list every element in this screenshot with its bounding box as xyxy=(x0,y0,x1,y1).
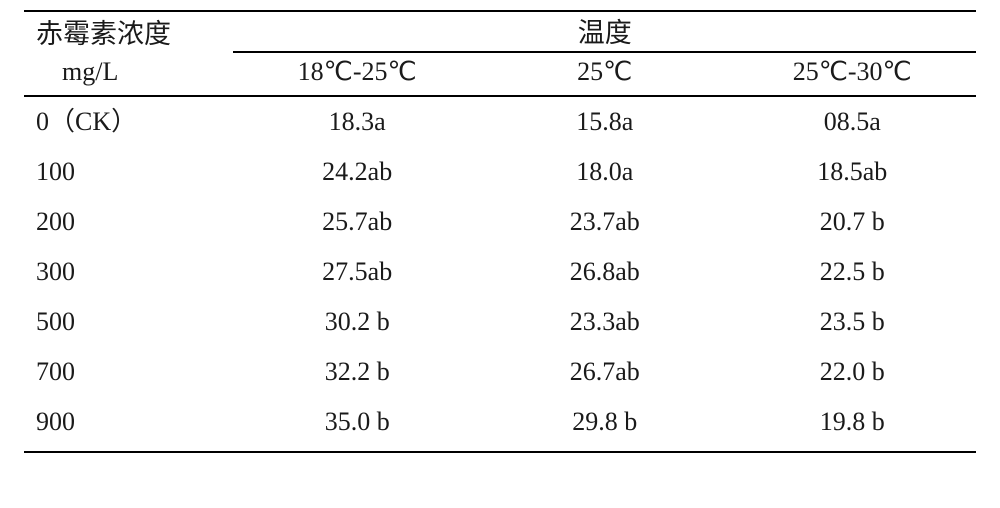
cell: 15.8a xyxy=(481,96,729,147)
column-group-header: 温度 xyxy=(233,11,976,52)
cell: 26.7ab xyxy=(481,347,729,397)
table-row: 100 24.2ab 18.0a 18.5ab xyxy=(24,147,976,197)
cell: 22.0 b xyxy=(728,347,976,397)
cell: 23.7ab xyxy=(481,197,729,247)
header-row-2: mg/L 18℃-25℃ 25℃ 25℃-30℃ xyxy=(24,52,976,96)
cell: 25.7ab xyxy=(233,197,481,247)
table-row: 900 35.0 b 29.8 b 19.8 b xyxy=(24,397,976,452)
table-row: 300 27.5ab 26.8ab 22.5 b xyxy=(24,247,976,297)
col-header-3: 25℃-30℃ xyxy=(728,52,976,96)
cell: 20.7 b xyxy=(728,197,976,247)
col-header-2: 25℃ xyxy=(481,52,729,96)
table-row: 700 32.2 b 26.7ab 22.0 b xyxy=(24,347,976,397)
cell: 18.0a xyxy=(481,147,729,197)
row-label: 0（CK） xyxy=(24,96,233,147)
cell: 19.8 b xyxy=(728,397,976,452)
cell: 08.5a xyxy=(728,96,976,147)
cell: 22.5 b xyxy=(728,247,976,297)
row-label: 900 xyxy=(24,397,233,452)
cell: 24.2ab xyxy=(233,147,481,197)
row-label: 200 xyxy=(24,197,233,247)
cell: 18.3a xyxy=(233,96,481,147)
table-header: 赤霉素浓度 温度 mg/L 18℃-25℃ 25℃ 25℃-30℃ xyxy=(24,11,976,96)
table-row: 500 30.2 b 23.3ab 23.5 b xyxy=(24,297,976,347)
row-label: 700 xyxy=(24,347,233,397)
page: 赤霉素浓度 温度 mg/L 18℃-25℃ 25℃ 25℃-30℃ 0（CK） … xyxy=(0,0,1000,508)
row-label: 300 xyxy=(24,247,233,297)
cell: 32.2 b xyxy=(233,347,481,397)
cell: 29.8 b xyxy=(481,397,729,452)
row-label: 500 xyxy=(24,297,233,347)
row-header-unit: mg/L xyxy=(24,52,233,96)
row-header-title: 赤霉素浓度 xyxy=(24,11,233,52)
data-table: 赤霉素浓度 温度 mg/L 18℃-25℃ 25℃ 25℃-30℃ 0（CK） … xyxy=(24,10,976,453)
cell: 23.5 b xyxy=(728,297,976,347)
table-row: 0（CK） 18.3a 15.8a 08.5a xyxy=(24,96,976,147)
cell: 35.0 b xyxy=(233,397,481,452)
col-header-1: 18℃-25℃ xyxy=(233,52,481,96)
cell: 27.5ab xyxy=(233,247,481,297)
table-body: 0（CK） 18.3a 15.8a 08.5a 100 24.2ab 18.0a… xyxy=(24,96,976,452)
row-label: 100 xyxy=(24,147,233,197)
cell: 18.5ab xyxy=(728,147,976,197)
cell: 23.3ab xyxy=(481,297,729,347)
header-row-1: 赤霉素浓度 温度 xyxy=(24,11,976,52)
cell: 26.8ab xyxy=(481,247,729,297)
table-row: 200 25.7ab 23.7ab 20.7 b xyxy=(24,197,976,247)
cell: 30.2 b xyxy=(233,297,481,347)
